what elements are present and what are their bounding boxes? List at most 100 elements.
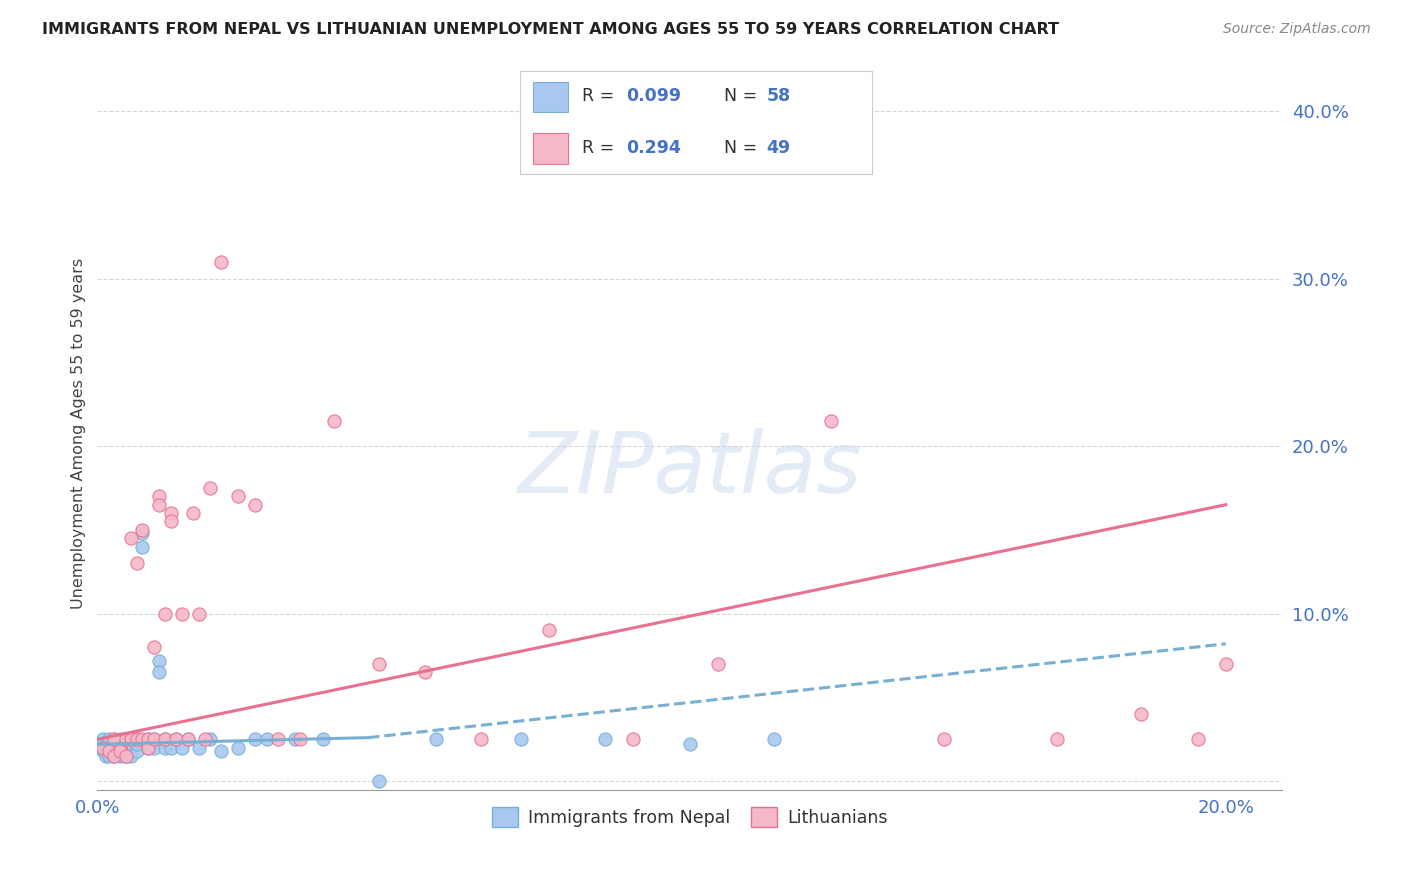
- Point: [165, 732, 187, 747]
- Point: [120, 531, 142, 545]
- Point: [148, 498, 170, 512]
- Point: [256, 732, 278, 747]
- Point: [142, 732, 165, 747]
- Point: [114, 749, 136, 764]
- Point: [136, 732, 159, 747]
- Point: [153, 732, 176, 747]
- Text: N =: N =: [724, 87, 763, 105]
- Point: [170, 740, 193, 755]
- Point: [537, 624, 560, 638]
- Bar: [533, 81, 568, 112]
- Point: [509, 732, 531, 747]
- Point: [131, 526, 153, 541]
- Point: [198, 732, 221, 747]
- Point: [103, 744, 125, 758]
- Point: [120, 732, 142, 747]
- Point: [763, 732, 786, 747]
- Point: [114, 749, 136, 764]
- Point: [103, 749, 125, 764]
- Point: [228, 740, 250, 755]
- Point: [148, 654, 170, 668]
- Point: [153, 732, 176, 747]
- Point: [187, 740, 209, 755]
- Point: [176, 732, 198, 747]
- Point: [679, 737, 702, 751]
- Point: [125, 744, 148, 758]
- Point: [103, 732, 125, 747]
- Point: [108, 740, 131, 755]
- Point: [228, 489, 250, 503]
- Point: [425, 732, 447, 747]
- Point: [193, 732, 215, 747]
- Text: ZIPatlas: ZIPatlas: [517, 427, 862, 510]
- Point: [103, 740, 125, 755]
- Point: [94, 737, 117, 751]
- Point: [111, 740, 134, 755]
- Point: [820, 414, 842, 428]
- Point: [125, 732, 148, 747]
- Point: [1187, 732, 1209, 747]
- Point: [142, 740, 165, 755]
- Point: [153, 740, 176, 755]
- Point: [1215, 657, 1237, 671]
- Point: [142, 640, 165, 654]
- Text: R =: R =: [582, 139, 620, 157]
- Point: [100, 740, 122, 755]
- Point: [187, 607, 209, 621]
- Point: [593, 732, 616, 747]
- Point: [267, 732, 290, 747]
- Text: N =: N =: [724, 139, 763, 157]
- Point: [290, 732, 312, 747]
- Point: [131, 523, 153, 537]
- Point: [114, 732, 136, 747]
- Point: [94, 749, 117, 764]
- Text: R =: R =: [582, 87, 620, 105]
- Point: [114, 732, 136, 747]
- Point: [621, 732, 644, 747]
- Point: [159, 740, 181, 755]
- Point: [120, 740, 142, 755]
- Point: [108, 744, 131, 758]
- Point: [153, 607, 176, 621]
- Text: 0.294: 0.294: [626, 139, 681, 157]
- Point: [131, 540, 153, 554]
- Point: [148, 665, 170, 680]
- Point: [312, 732, 335, 747]
- Point: [105, 740, 128, 755]
- Point: [198, 481, 221, 495]
- Point: [97, 732, 120, 747]
- Point: [91, 740, 114, 755]
- Text: 58: 58: [766, 87, 790, 105]
- Point: [125, 557, 148, 571]
- Text: 0.099: 0.099: [626, 87, 681, 105]
- Point: [1045, 732, 1067, 747]
- Point: [211, 254, 233, 268]
- Point: [159, 515, 181, 529]
- Point: [165, 732, 187, 747]
- Point: [136, 732, 159, 747]
- Text: Source: ZipAtlas.com: Source: ZipAtlas.com: [1223, 22, 1371, 37]
- Point: [368, 774, 391, 789]
- Point: [707, 657, 730, 671]
- Point: [245, 732, 267, 747]
- Point: [136, 740, 159, 755]
- Point: [1130, 707, 1153, 722]
- Point: [97, 749, 120, 764]
- Point: [211, 744, 233, 758]
- Point: [176, 732, 198, 747]
- Point: [97, 744, 120, 758]
- Point: [114, 737, 136, 751]
- Point: [108, 732, 131, 747]
- Point: [97, 744, 120, 758]
- Point: [932, 732, 955, 747]
- Point: [368, 657, 391, 671]
- Point: [108, 740, 131, 755]
- Point: [245, 498, 267, 512]
- Point: [170, 607, 193, 621]
- Point: [181, 506, 204, 520]
- Point: [97, 740, 120, 755]
- Point: [323, 414, 346, 428]
- Point: [103, 737, 125, 751]
- Point: [125, 732, 148, 747]
- Point: [120, 732, 142, 747]
